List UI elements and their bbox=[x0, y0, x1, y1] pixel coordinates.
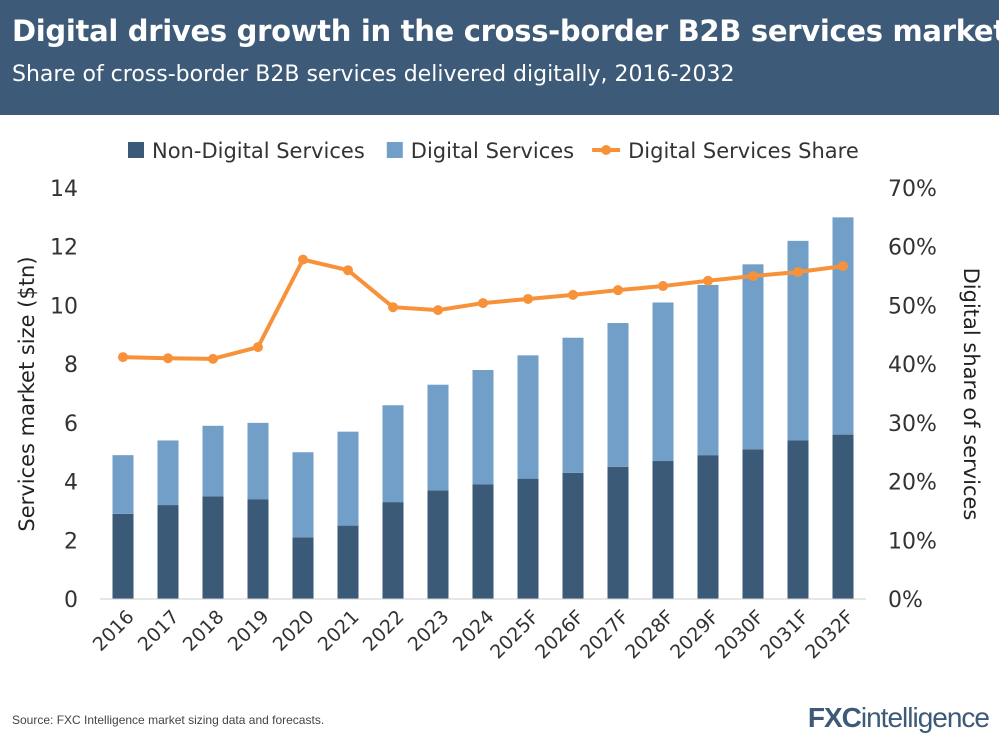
legend-swatch bbox=[386, 142, 403, 158]
source-note: Source: FXC Intelligence market sizing d… bbox=[12, 713, 325, 727]
legend-swatch bbox=[128, 142, 144, 158]
x-tick-label: 2031F bbox=[756, 606, 813, 663]
share-line bbox=[122, 257, 844, 361]
x-tick-label: 2020 bbox=[269, 606, 319, 656]
share-point bbox=[838, 261, 848, 272]
x-tick-label: 2018 bbox=[179, 606, 229, 656]
share-point bbox=[298, 254, 308, 265]
x-tick-label: 2029F bbox=[666, 606, 723, 663]
y-right-tick-label: 70% bbox=[888, 177, 937, 202]
share-point bbox=[703, 275, 713, 286]
legend-label: Digital Services Share bbox=[628, 139, 859, 163]
y-tick-label: 4 bbox=[64, 471, 78, 496]
bar-digital-services bbox=[607, 323, 629, 467]
legend-label: Digital Services bbox=[411, 139, 574, 163]
bar-non-digital-services bbox=[742, 449, 764, 599]
bar-non-digital-services bbox=[247, 499, 269, 599]
share-point bbox=[343, 265, 353, 276]
y-tick-label: 2 bbox=[64, 529, 78, 554]
bar-digital-services bbox=[652, 302, 674, 462]
y-right-tick-label: 40% bbox=[888, 353, 937, 378]
x-tick-label: 2019 bbox=[224, 606, 274, 656]
x-tick-label: 2023 bbox=[404, 606, 454, 656]
bar-digital-services bbox=[112, 455, 134, 514]
y-tick-label: 0 bbox=[64, 588, 78, 613]
bar-digital-services bbox=[157, 440, 179, 506]
bar-non-digital-services bbox=[607, 466, 629, 599]
bar-digital-services bbox=[787, 240, 809, 441]
y-right-tick-label: 20% bbox=[888, 471, 937, 496]
chart-subtitle: Share of cross-border B2B services deliv… bbox=[12, 62, 735, 87]
bar-digital-services bbox=[697, 284, 719, 456]
bar-digital-services bbox=[247, 422, 269, 500]
share-point bbox=[253, 342, 263, 353]
y-right-axis-label: Digital share of services bbox=[959, 268, 983, 521]
bar-digital-services bbox=[292, 452, 314, 538]
x-tick-label: 2028F bbox=[621, 606, 678, 663]
share-point bbox=[478, 298, 488, 309]
bar-non-digital-services bbox=[337, 525, 359, 599]
x-tick-label: 2025F bbox=[486, 606, 543, 663]
fxc-logo: FXCintelligence bbox=[807, 702, 990, 733]
chart-title: Digital drives growth in the cross-borde… bbox=[12, 14, 999, 48]
y-tick-label: 6 bbox=[64, 412, 78, 437]
x-tick-label: 2032F bbox=[801, 606, 858, 663]
x-tick-label: 2030F bbox=[711, 606, 768, 663]
bar-non-digital-services bbox=[697, 455, 719, 599]
bar-digital-services bbox=[472, 370, 494, 485]
x-tick-label: 2016 bbox=[89, 606, 139, 656]
share-point bbox=[208, 353, 218, 364]
bar-digital-services bbox=[337, 431, 359, 526]
x-tick-label: 2026F bbox=[531, 606, 588, 663]
legend-label: Non-Digital Services bbox=[152, 139, 365, 163]
y-tick-label: 10 bbox=[50, 294, 78, 319]
bar-non-digital-services bbox=[832, 434, 854, 599]
share-point bbox=[658, 281, 668, 292]
share-point bbox=[793, 266, 803, 277]
bar-digital-services bbox=[202, 425, 224, 497]
bar-non-digital-services bbox=[562, 472, 584, 599]
share-point bbox=[118, 352, 128, 363]
x-tick-label: 2021 bbox=[314, 606, 364, 656]
bar-non-digital-services bbox=[427, 490, 449, 599]
bar-non-digital-services bbox=[202, 496, 224, 599]
legend-marker bbox=[601, 145, 612, 155]
share-point bbox=[433, 305, 443, 316]
y-right-tick-label: 10% bbox=[888, 529, 937, 554]
y-right-tick-label: 0% bbox=[888, 588, 923, 613]
bar-non-digital-services bbox=[382, 502, 404, 599]
bar-digital-services bbox=[832, 217, 854, 435]
bar-digital-services bbox=[517, 355, 539, 479]
x-tick-label: 2027F bbox=[576, 606, 633, 663]
y-tick-label: 8 bbox=[64, 353, 78, 378]
bar-non-digital-services bbox=[517, 478, 539, 599]
bar-non-digital-services bbox=[112, 513, 134, 599]
bar-digital-services bbox=[742, 264, 764, 450]
bar-digital-services bbox=[427, 384, 449, 491]
share-point bbox=[163, 353, 173, 364]
header: Digital drives growth in the cross-borde… bbox=[0, 0, 999, 115]
bar-non-digital-services bbox=[652, 461, 674, 599]
share-point bbox=[388, 302, 398, 313]
share-point bbox=[748, 271, 758, 282]
y-tick-label: 12 bbox=[50, 236, 78, 261]
y-right-tick-label: 30% bbox=[888, 412, 937, 437]
bar-non-digital-services bbox=[787, 440, 809, 599]
bar-digital-services bbox=[562, 337, 584, 473]
bar-non-digital-services bbox=[292, 537, 314, 599]
y-axis-label: Services market size ($tn) bbox=[15, 256, 39, 531]
y-right-tick-label: 50% bbox=[888, 294, 937, 319]
x-tick-label: 2017 bbox=[134, 606, 184, 656]
bar-digital-services bbox=[382, 405, 404, 503]
bar-non-digital-services bbox=[472, 484, 494, 599]
share-point bbox=[523, 293, 533, 304]
bar-non-digital-services bbox=[157, 505, 179, 599]
share-point bbox=[568, 289, 578, 300]
x-tick-label: 2022 bbox=[359, 606, 409, 656]
share-point bbox=[613, 285, 623, 296]
y-right-tick-label: 60% bbox=[888, 236, 937, 261]
y-tick-label: 14 bbox=[50, 177, 78, 202]
